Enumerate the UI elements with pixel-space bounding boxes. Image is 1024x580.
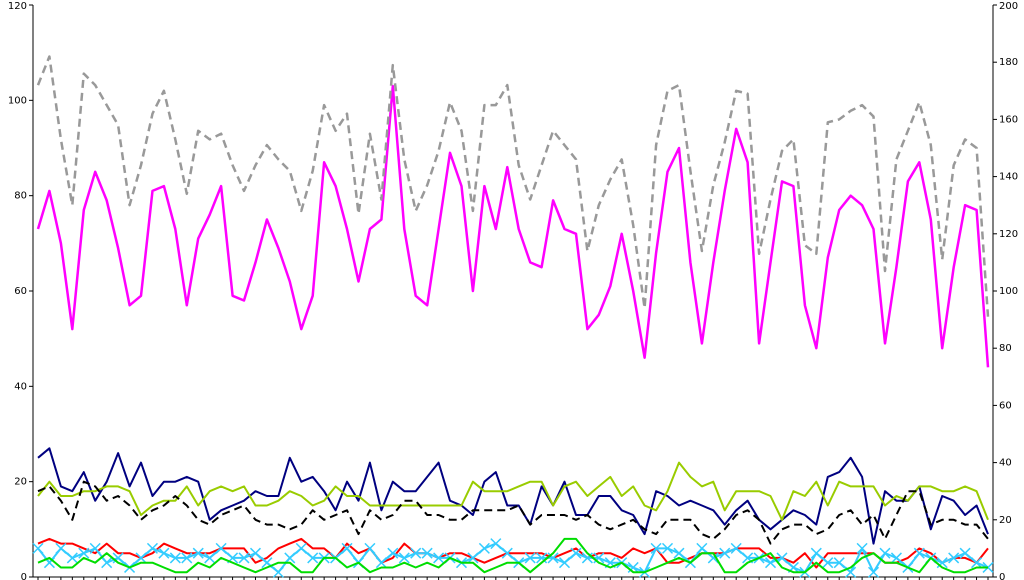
x-marker (879, 547, 891, 559)
series-line (37, 542, 989, 574)
y2-tick-label: 60 (999, 400, 1012, 411)
x-marker (307, 552, 319, 564)
x-marker (948, 552, 960, 564)
x-marker (375, 557, 387, 569)
series-line (37, 461, 989, 521)
x-marker (215, 542, 227, 554)
x-marker (238, 552, 250, 564)
x-marker (524, 552, 536, 564)
x-marker (971, 557, 983, 569)
y-tick-label: 60 (14, 286, 27, 297)
x-marker (593, 552, 605, 564)
x-marker (833, 557, 845, 569)
series-line (37, 537, 988, 574)
y2-tick-label: 140 (999, 172, 1018, 183)
x-marker (719, 547, 731, 559)
x-marker (410, 547, 422, 559)
y-tick-label: 100 (8, 95, 27, 106)
x-marker (959, 547, 971, 559)
y2-tick-label: 80 (999, 343, 1012, 354)
x-marker (661, 542, 674, 554)
x-marker (55, 542, 67, 554)
x-marker (570, 547, 582, 559)
y-tick-label: 80 (14, 191, 27, 202)
x-marker (913, 547, 925, 559)
x-marker (387, 547, 399, 559)
x-marker (192, 547, 204, 559)
series-line (36, 84, 990, 368)
x-marker (146, 542, 158, 554)
x-marker (581, 552, 593, 564)
x-marker (66, 552, 78, 564)
y-tick-label: 20 (14, 477, 27, 488)
x-marker (856, 542, 868, 554)
x-marker (32, 542, 44, 554)
x-marker (650, 542, 662, 554)
x-marker (810, 547, 822, 559)
y2-tick-label: 180 (999, 57, 1018, 68)
x-marker (764, 557, 777, 569)
x-marker (398, 552, 410, 564)
series-line (36, 55, 990, 317)
x-marker (501, 547, 513, 559)
x-marker (169, 552, 181, 564)
x-marker (627, 561, 639, 573)
x-marker (272, 566, 284, 578)
x-marker (890, 552, 902, 564)
y2-tick-label: 200 (999, 1, 1018, 12)
x-marker (89, 542, 101, 554)
x-marker (776, 552, 788, 564)
x-marker (249, 547, 262, 559)
y2-tick-label: 20 (999, 515, 1012, 526)
x-marker (284, 552, 296, 564)
x-marker (101, 557, 113, 569)
x-marker (558, 557, 571, 569)
x-marker (547, 552, 559, 564)
x-marker (135, 552, 147, 564)
y-tick-label: 40 (14, 381, 27, 392)
x-marker (936, 557, 948, 569)
y2-tick-label: 40 (999, 458, 1012, 469)
x-marker (204, 552, 216, 564)
x-marker (478, 542, 490, 554)
x-marker (341, 542, 353, 554)
x-marker (295, 542, 307, 554)
x-marker (181, 552, 193, 564)
x-marker (421, 547, 433, 559)
x-marker (868, 566, 880, 578)
x-marker (536, 552, 548, 564)
series-line (37, 447, 989, 545)
y-tick-label: 0 (21, 572, 27, 580)
x-marker (490, 538, 502, 550)
y2-tick-label: 100 (999, 286, 1018, 297)
x-marker (158, 547, 170, 559)
y-tick-label: 120 (8, 1, 27, 12)
series-line (37, 480, 989, 545)
x-marker (112, 552, 124, 564)
x-marker (707, 552, 719, 564)
x-marker (673, 547, 685, 559)
x-marker (78, 547, 90, 559)
x-marker (467, 552, 479, 564)
x-marker (433, 552, 445, 564)
x-marker (696, 542, 708, 554)
y2-tick-label: 0 (999, 572, 1005, 580)
y2-tick-label: 160 (999, 114, 1018, 125)
x-marker (730, 542, 742, 554)
x-marker (364, 542, 376, 554)
x-marker (822, 557, 834, 569)
y2-tick-label: 120 (999, 229, 1018, 240)
